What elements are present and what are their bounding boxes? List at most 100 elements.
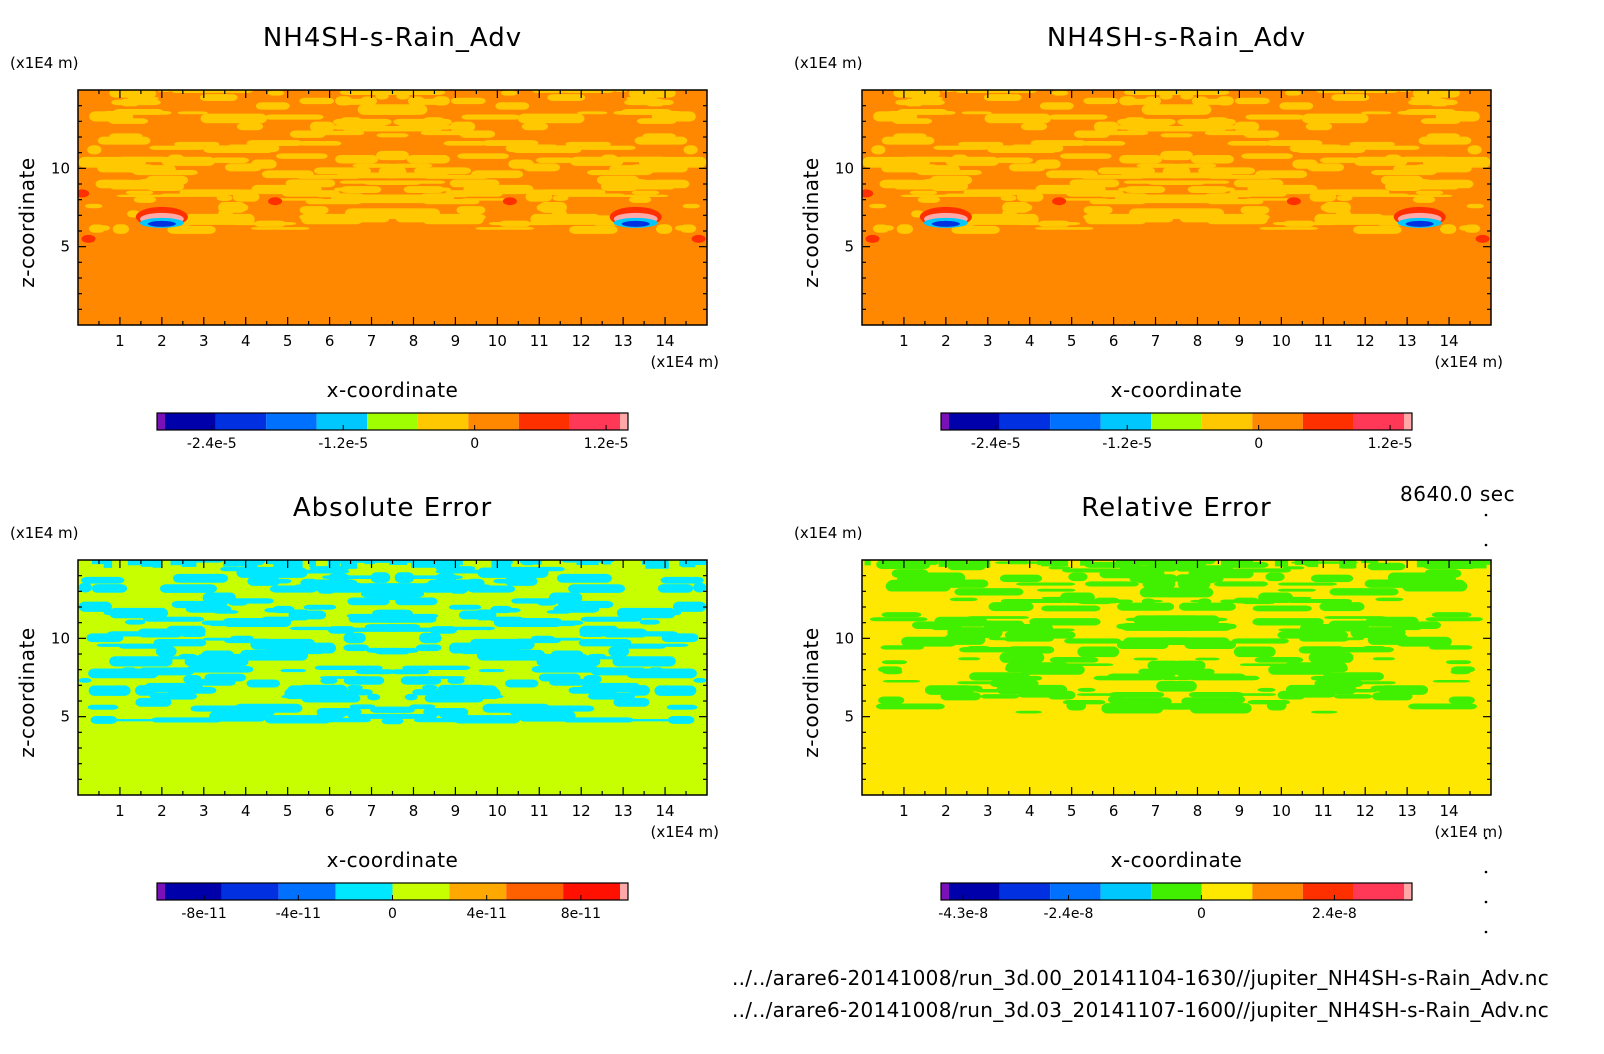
heatmap-cell <box>1266 700 1287 711</box>
heatmap-cell <box>922 560 937 565</box>
heatmap-cell <box>1302 113 1369 124</box>
heatmap-cell <box>373 713 438 719</box>
heatmap-field <box>78 560 707 795</box>
heatmap-cell <box>267 90 285 96</box>
heatmap-cell <box>317 582 365 593</box>
heatmap-cell <box>693 582 707 593</box>
heatmap-cell <box>1211 693 1277 696</box>
heatmap-cell <box>916 572 966 583</box>
heatmap-cell <box>132 170 198 176</box>
heatmap-cell <box>521 122 549 131</box>
heatmap-cell <box>1007 646 1055 654</box>
heatmap-cell <box>411 560 436 568</box>
heatmap-cell <box>314 665 383 670</box>
heatmap-cell <box>413 717 481 723</box>
colorbar-swatch <box>1302 883 1354 900</box>
heatmap-cell <box>1202 208 1221 220</box>
heatmap-cell <box>930 625 962 631</box>
edge-dot <box>1484 543 1488 547</box>
heatmap-cell <box>1380 175 1423 185</box>
heatmap-cell <box>223 203 249 212</box>
edge-dot <box>1484 930 1488 934</box>
heatmap-cell <box>1255 170 1308 179</box>
heatmap-cell <box>552 194 569 201</box>
heatmap-cell <box>1176 560 1190 568</box>
heatmap-cell <box>390 669 430 675</box>
heatmap-cell <box>1219 599 1260 604</box>
heatmap-cell <box>895 99 945 106</box>
y-axis-label: z-coordinate <box>799 157 823 287</box>
colorbar-swatch <box>1151 413 1202 430</box>
heatmap-cell <box>488 222 554 226</box>
x-tick-label: 12 <box>572 802 591 820</box>
heatmap-cell <box>153 638 207 647</box>
x-tick-label: 13 <box>614 802 633 820</box>
heatmap-cell <box>177 111 208 115</box>
heatmap-cell <box>1320 157 1359 164</box>
heatmap-cell <box>870 617 928 622</box>
heatmap-cell <box>511 145 582 154</box>
heatmap-cell <box>1239 663 1308 667</box>
heatmap-cell <box>1440 224 1457 234</box>
x-tick-label: 14 <box>1440 332 1459 350</box>
heatmap-cell <box>1323 672 1384 681</box>
heatmap-cell <box>1339 560 1357 569</box>
colorbar-tick-label: 1.2e-5 <box>1368 436 1413 452</box>
heatmap-cell <box>500 90 518 96</box>
heatmap-cell <box>1299 636 1349 642</box>
heatmap-cell <box>1216 96 1234 106</box>
heatmap-cell <box>1196 703 1233 709</box>
heatmap-cell <box>1147 660 1181 671</box>
colorbar-swatch <box>949 413 1000 430</box>
heatmap-cell <box>266 578 292 584</box>
heatmap-cell <box>568 584 625 593</box>
colorbar: -4.3e-8 -2.4e-8 0 2.4e-8 <box>938 882 1413 922</box>
x-tick-label: 1 <box>115 802 125 820</box>
heatmap-cell <box>600 194 669 198</box>
heatmap-cell <box>1298 646 1346 654</box>
colorbar-frame <box>940 882 1413 901</box>
heatmap-cell <box>461 198 517 201</box>
heatmap-cell <box>267 560 287 565</box>
heatmap-cell <box>912 584 945 591</box>
x-tick-label: 7 <box>1151 802 1161 820</box>
heatmap-cell <box>313 167 371 175</box>
heatmap-cell <box>1252 618 1324 626</box>
heatmap-cell <box>1110 697 1172 706</box>
heatmap-cell <box>135 697 172 707</box>
heatmap-cell <box>493 578 519 584</box>
heatmap-cell <box>299 684 346 689</box>
heatmap-cell <box>1020 122 1048 131</box>
heatmap-cell <box>525 191 553 202</box>
heatmap-cell <box>987 145 1058 154</box>
heatmap-cell <box>112 224 129 234</box>
heatmap-cell <box>303 604 337 610</box>
heatmap-cell <box>78 678 92 683</box>
heatmap-cell <box>1016 191 1044 202</box>
heatmap-cell <box>930 175 973 185</box>
heatmap-cell <box>505 679 539 688</box>
heatmap-cell <box>301 694 361 703</box>
x-tick-label: 10 <box>1272 802 1291 820</box>
heatmap-cell <box>251 184 322 194</box>
heatmap-cell <box>309 560 317 568</box>
heatmap-cell <box>578 638 632 647</box>
heatmap-cell <box>1400 156 1451 163</box>
heatmap-cell <box>1415 190 1444 195</box>
heatmap-cell <box>498 560 513 564</box>
heatmap-cell <box>1114 194 1142 203</box>
colorbar-swatch <box>165 883 222 900</box>
x-tick-label: 6 <box>325 332 335 350</box>
heatmap-cell <box>1387 572 1437 583</box>
heatmap-cell <box>1116 640 1169 650</box>
heatmap-cell <box>1361 560 1379 564</box>
heatmap-cell <box>693 560 707 566</box>
heatmap-cell <box>1036 588 1076 592</box>
heatmap-cell <box>1457 560 1478 568</box>
heatmap-cell <box>1304 626 1352 631</box>
heatmap-cell <box>577 111 608 115</box>
heatmap-cell <box>127 560 146 566</box>
heatmap-cell <box>1073 130 1110 138</box>
heatmap-cell <box>1431 612 1472 618</box>
x-unit-label: (x1E4 m) <box>650 823 719 841</box>
